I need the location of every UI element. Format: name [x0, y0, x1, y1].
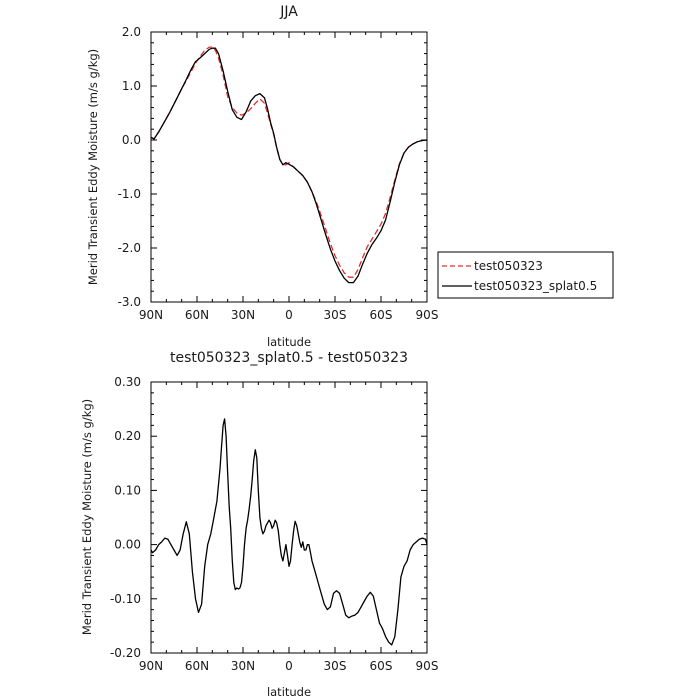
y-tick-label: 1.0 [122, 79, 141, 93]
legend: test050323 test050323_splat0.5 [437, 251, 614, 299]
x-tick-label: 30N [231, 659, 255, 673]
y-tick-label: -1.0 [118, 187, 141, 201]
bottom-x-axis-label: latitude [267, 685, 311, 699]
bottom-panel: test050323_splat0.5 - test050323 90N 60N 3… [80, 350, 438, 699]
bottom-y-axis-label: Merid Transient Eddy Moisture (m/s g/kg) [80, 399, 94, 635]
x-tick-label: 30S [324, 308, 347, 322]
legend-label-test050323-splat: test050323_splat0.5 [474, 279, 597, 293]
series-line-test050323 [150, 46, 428, 278]
top-panel: JJA 90N 60N 30N 0 30S 60S 90S -3.0 -2.0 -1.0 0.0 1.… [86, 4, 438, 349]
x-tick-label: 30N [231, 308, 255, 322]
y-tick-label: 0.0 [122, 133, 141, 147]
top-axes: 90N 60N 30N 0 30S 60S 90S -3.0 -2.0 -1.0 0.0 1.0 2.0 [118, 25, 439, 322]
series-line-difference [150, 418, 428, 646]
x-tick-label: 90N [139, 659, 163, 673]
y-tick-label: -3.0 [118, 295, 141, 309]
x-tick-label: 60N [185, 659, 209, 673]
x-tick-label: 0 [285, 659, 293, 673]
x-tick-label: 60S [370, 659, 393, 673]
bottom-axes: 90N 60N 30N 0 30S 60S 90S -0.20 -0.10 0.00 0.10 0.2… [110, 375, 439, 673]
x-tick-label: 60N [185, 308, 209, 322]
bottom-series-layer [150, 418, 428, 646]
top-x-axis-label: latitude [267, 335, 311, 349]
x-tick-label: 30S [324, 659, 347, 673]
x-tick-label: 0 [285, 308, 293, 322]
bottom-plot-frame [150, 381, 428, 654]
y-tick-label: 0.00 [114, 538, 141, 552]
top-y-axis-label: Merid Transient Eddy Moisture (m/s g/kg) [86, 49, 100, 285]
x-tick-label: 90S [416, 308, 439, 322]
x-tick-label: 90S [416, 659, 439, 673]
x-tick-label: 90N [139, 308, 163, 322]
top-chart-title: JJA [279, 4, 298, 20]
x-tick-label: 60S [370, 308, 393, 322]
y-tick-label: -0.10 [110, 592, 141, 606]
legend-box [437, 251, 614, 299]
y-tick-label: 0.30 [114, 375, 141, 389]
y-tick-label: -0.20 [110, 646, 141, 660]
top-plot-frame [150, 31, 428, 303]
series-line-test050323-splat0-5 [150, 47, 428, 284]
y-tick-label: 0.20 [114, 429, 141, 443]
top-series-layer [150, 46, 428, 284]
y-tick-label: 2.0 [122, 25, 141, 39]
y-tick-label: 0.10 [114, 483, 141, 497]
y-tick-label: -2.0 [118, 241, 141, 255]
bottom-chart-title: test050323_splat0.5 - test050323 [170, 350, 408, 366]
legend-label-test050323: test050323 [474, 259, 543, 273]
